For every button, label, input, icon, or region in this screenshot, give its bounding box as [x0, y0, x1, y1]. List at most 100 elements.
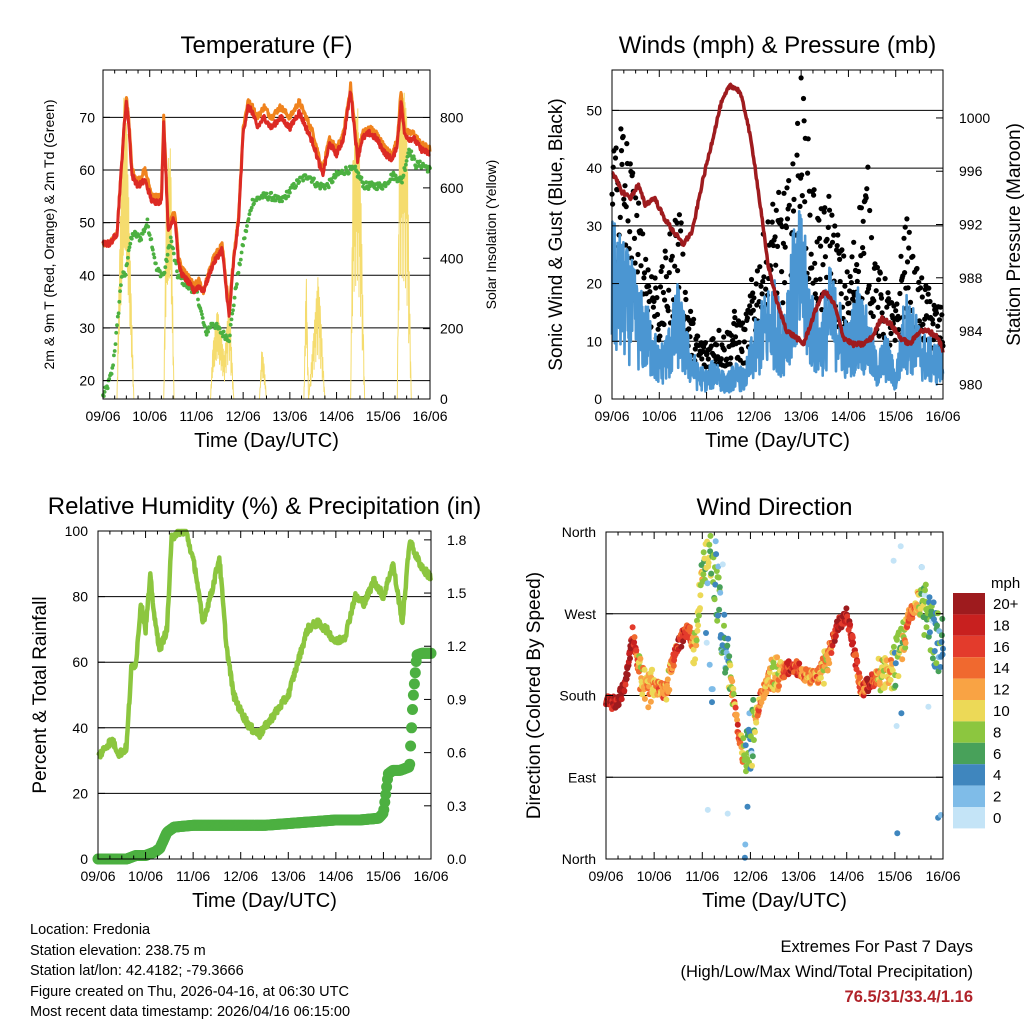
x-tick-label: 13/06: [781, 868, 816, 884]
gust-point: [680, 251, 686, 257]
gust-point: [925, 291, 931, 297]
gust-point: [627, 161, 633, 167]
direction-point: [693, 637, 700, 644]
direction-point: [627, 655, 633, 662]
gust-point: [654, 295, 660, 301]
gust-point: [876, 333, 882, 339]
dewpoint-point: [400, 180, 404, 185]
x-tick-label: 15/06: [877, 868, 912, 884]
extremes-box: Extremes For Past 7 Days (High/Low/Max W…: [680, 935, 973, 1010]
gust-point: [826, 193, 832, 199]
dewpoint-point: [228, 333, 232, 338]
direction-point: [704, 580, 711, 587]
dewpoint-point: [301, 178, 305, 183]
gust-point: [784, 216, 791, 222]
direction-point: [893, 636, 900, 643]
gust-point: [682, 289, 688, 295]
direction-point: [741, 854, 748, 861]
gust-point: [758, 283, 764, 289]
gust-point: [896, 315, 902, 321]
gust-point: [691, 316, 697, 322]
gust-point: [885, 290, 891, 296]
dewpoint-point: [114, 330, 119, 335]
dewpoint-point: [171, 246, 176, 251]
precip-point: [405, 740, 417, 752]
dewpoint-point: [404, 162, 408, 167]
direction-point: [637, 655, 644, 662]
gust-point: [874, 264, 881, 271]
dewpoint-point: [171, 251, 176, 256]
dewpoint-point: [401, 173, 406, 178]
gust-point: [926, 285, 932, 291]
direction-point: [892, 682, 899, 689]
dewpoint-point: [232, 295, 237, 300]
gust-point: [783, 224, 790, 231]
direction-point: [889, 667, 896, 674]
gust-point: [748, 276, 755, 283]
dewpoint-point: [252, 201, 256, 206]
direction-point: [733, 711, 740, 718]
direction-point: [929, 655, 936, 662]
gust-point: [822, 254, 829, 260]
dewpoint-point: [246, 217, 251, 221]
direction-point: [847, 621, 854, 628]
direction-point: [744, 803, 751, 810]
y2-tick-label: 1000: [959, 110, 990, 126]
gust-point: [799, 172, 805, 178]
y-tick-label: 20: [79, 373, 95, 389]
dewpoint-point: [102, 390, 107, 394]
gust-point: [906, 229, 912, 235]
gust-point: [838, 291, 844, 297]
x-tick-label: 16/06: [925, 868, 960, 884]
direction-point: [743, 768, 749, 775]
dewpoint-point: [235, 282, 239, 286]
gust-point: [610, 201, 616, 207]
dewpoint-point: [206, 329, 211, 334]
direction-point: [931, 648, 938, 654]
dewpoint-point: [356, 171, 361, 176]
y2-tick-label: 984: [959, 323, 983, 339]
dewpoint-point: [359, 175, 364, 180]
humidity-line: [96, 528, 434, 760]
direction-point: [938, 632, 945, 639]
gust-point: [647, 289, 653, 295]
gust-point: [736, 339, 742, 345]
direction-point: [732, 704, 739, 711]
gust-point: [646, 283, 652, 289]
gust-point: [848, 280, 855, 286]
gust-point: [807, 212, 813, 218]
gust-point: [744, 315, 751, 321]
y-tick-label: 30: [79, 320, 95, 336]
x-tick-label: 10/06: [132, 408, 167, 424]
direction-point: [930, 599, 937, 606]
direction-point: [729, 678, 736, 685]
direction-point: [887, 677, 894, 683]
gust-point: [919, 275, 925, 281]
direction-point: [697, 605, 703, 612]
gust-point: [663, 255, 669, 261]
direction-point: [926, 594, 933, 601]
gust-point: [786, 178, 792, 184]
direction-point: [715, 612, 721, 619]
gust-point: [868, 235, 875, 241]
extremes-values: 76.5/31/33.4/1.16: [844, 988, 973, 1006]
direction-point: [939, 615, 946, 622]
direction-point: [892, 660, 899, 667]
gust-point: [824, 274, 830, 280]
x-tick-label: 13/06: [272, 408, 307, 424]
x-tick-label: 15/06: [366, 408, 401, 424]
direction-point: [740, 735, 747, 742]
direction-point: [692, 656, 699, 663]
direction-point: [898, 710, 905, 717]
direction-point: [719, 561, 726, 568]
gust-point: [905, 285, 911, 291]
direction-point: [704, 806, 711, 813]
gust-point: [763, 286, 769, 292]
gust-point: [802, 199, 808, 205]
gust-point: [631, 235, 638, 241]
gust-point: [678, 228, 684, 234]
x-axis-label: Time (Day/UTC): [192, 890, 337, 912]
gust-point: [623, 204, 629, 210]
gust-point: [782, 280, 788, 286]
dewpoint-point: [112, 349, 117, 353]
